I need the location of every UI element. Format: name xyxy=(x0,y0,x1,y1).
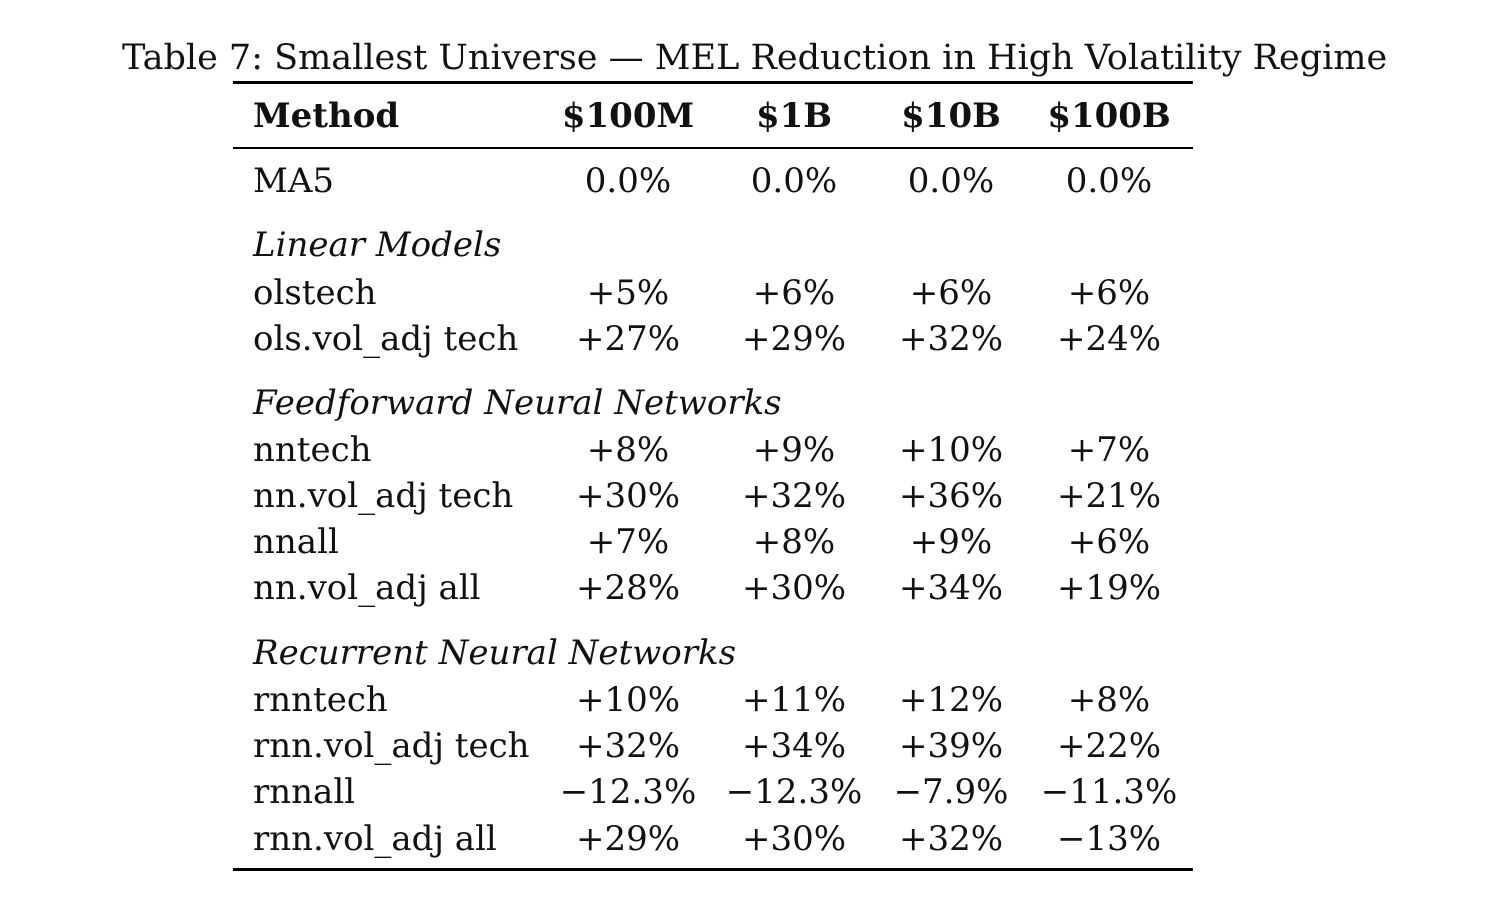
row-method: MA5 xyxy=(253,161,334,201)
row-cell: +6% xyxy=(909,273,993,313)
row-cell: +10% xyxy=(575,680,681,720)
row-method: rnn.vol_adj tech xyxy=(253,726,530,766)
row-cell: +32% xyxy=(575,726,681,766)
row-cell: +12% xyxy=(898,680,1004,720)
row-cell: −12.3% xyxy=(725,772,863,812)
row-cell: +9% xyxy=(752,430,836,470)
row-cell: +6% xyxy=(752,273,836,313)
row-method: nntech xyxy=(253,430,372,470)
row-cell: +30% xyxy=(741,819,847,859)
row-cell: +28% xyxy=(575,568,681,608)
row-method: olstech xyxy=(253,273,377,313)
row-cell: +34% xyxy=(898,568,1004,608)
row-cell: 0.0% xyxy=(750,161,838,201)
row-cell: +39% xyxy=(898,726,1004,766)
table-caption: Table 7: Smallest Universe — MEL Reducti… xyxy=(122,38,1388,78)
row-method: nnall xyxy=(253,522,339,562)
row-cell: +22% xyxy=(1056,726,1162,766)
row-cell: −12.3% xyxy=(559,772,697,812)
section-title-linear-models: Linear Models xyxy=(253,225,502,265)
row-cell: +27% xyxy=(575,319,681,359)
row-cell: +32% xyxy=(898,319,1004,359)
header-method: Method xyxy=(253,96,400,136)
top-rule xyxy=(233,81,1193,84)
row-cell: +9% xyxy=(909,522,993,562)
section-title-recurrent: Recurrent Neural Networks xyxy=(253,633,737,673)
row-cell: +30% xyxy=(575,476,681,516)
row-cell: +11% xyxy=(741,680,847,720)
row-cell: +29% xyxy=(741,319,847,359)
row-cell: +19% xyxy=(1056,568,1162,608)
row-cell: +36% xyxy=(898,476,1004,516)
row-method: rnnall xyxy=(253,772,356,812)
row-cell: +8% xyxy=(1067,680,1151,720)
row-cell: 0.0% xyxy=(907,161,995,201)
row-method: rnn.vol_adj all xyxy=(253,819,497,859)
header-col-10b: $10B xyxy=(901,96,1001,136)
row-cell: −13% xyxy=(1056,819,1162,859)
row-cell: +21% xyxy=(1056,476,1162,516)
header-rule xyxy=(233,147,1193,149)
row-cell: −7.9% xyxy=(893,772,1009,812)
row-cell: +7% xyxy=(1067,430,1151,470)
row-cell: −11.3% xyxy=(1040,772,1178,812)
bottom-rule xyxy=(233,868,1193,871)
row-cell: +24% xyxy=(1056,319,1162,359)
row-method: ols.vol_adj tech xyxy=(253,319,519,359)
row-method: rnntech xyxy=(253,680,388,720)
row-cell: +6% xyxy=(1067,522,1151,562)
row-cell: +30% xyxy=(741,568,847,608)
row-cell: +8% xyxy=(586,430,670,470)
row-cell: +8% xyxy=(752,522,836,562)
header-col-100m: $100M xyxy=(561,96,695,136)
row-cell: +5% xyxy=(586,273,670,313)
row-cell: +34% xyxy=(741,726,847,766)
row-cell: 0.0% xyxy=(1065,161,1153,201)
row-cell: 0.0% xyxy=(584,161,672,201)
section-title-feedforward: Feedforward Neural Networks xyxy=(253,383,782,423)
row-cell: +32% xyxy=(741,476,847,516)
row-cell: +6% xyxy=(1067,273,1151,313)
row-cell: +29% xyxy=(575,819,681,859)
row-method: nn.vol_adj tech xyxy=(253,476,514,516)
row-cell: +10% xyxy=(898,430,1004,470)
header-col-100b: $100B xyxy=(1047,96,1171,136)
row-cell: +7% xyxy=(586,522,670,562)
header-col-1b: $1B xyxy=(755,96,833,136)
row-cell: +32% xyxy=(898,819,1004,859)
row-method: nn.vol_adj all xyxy=(253,568,481,608)
